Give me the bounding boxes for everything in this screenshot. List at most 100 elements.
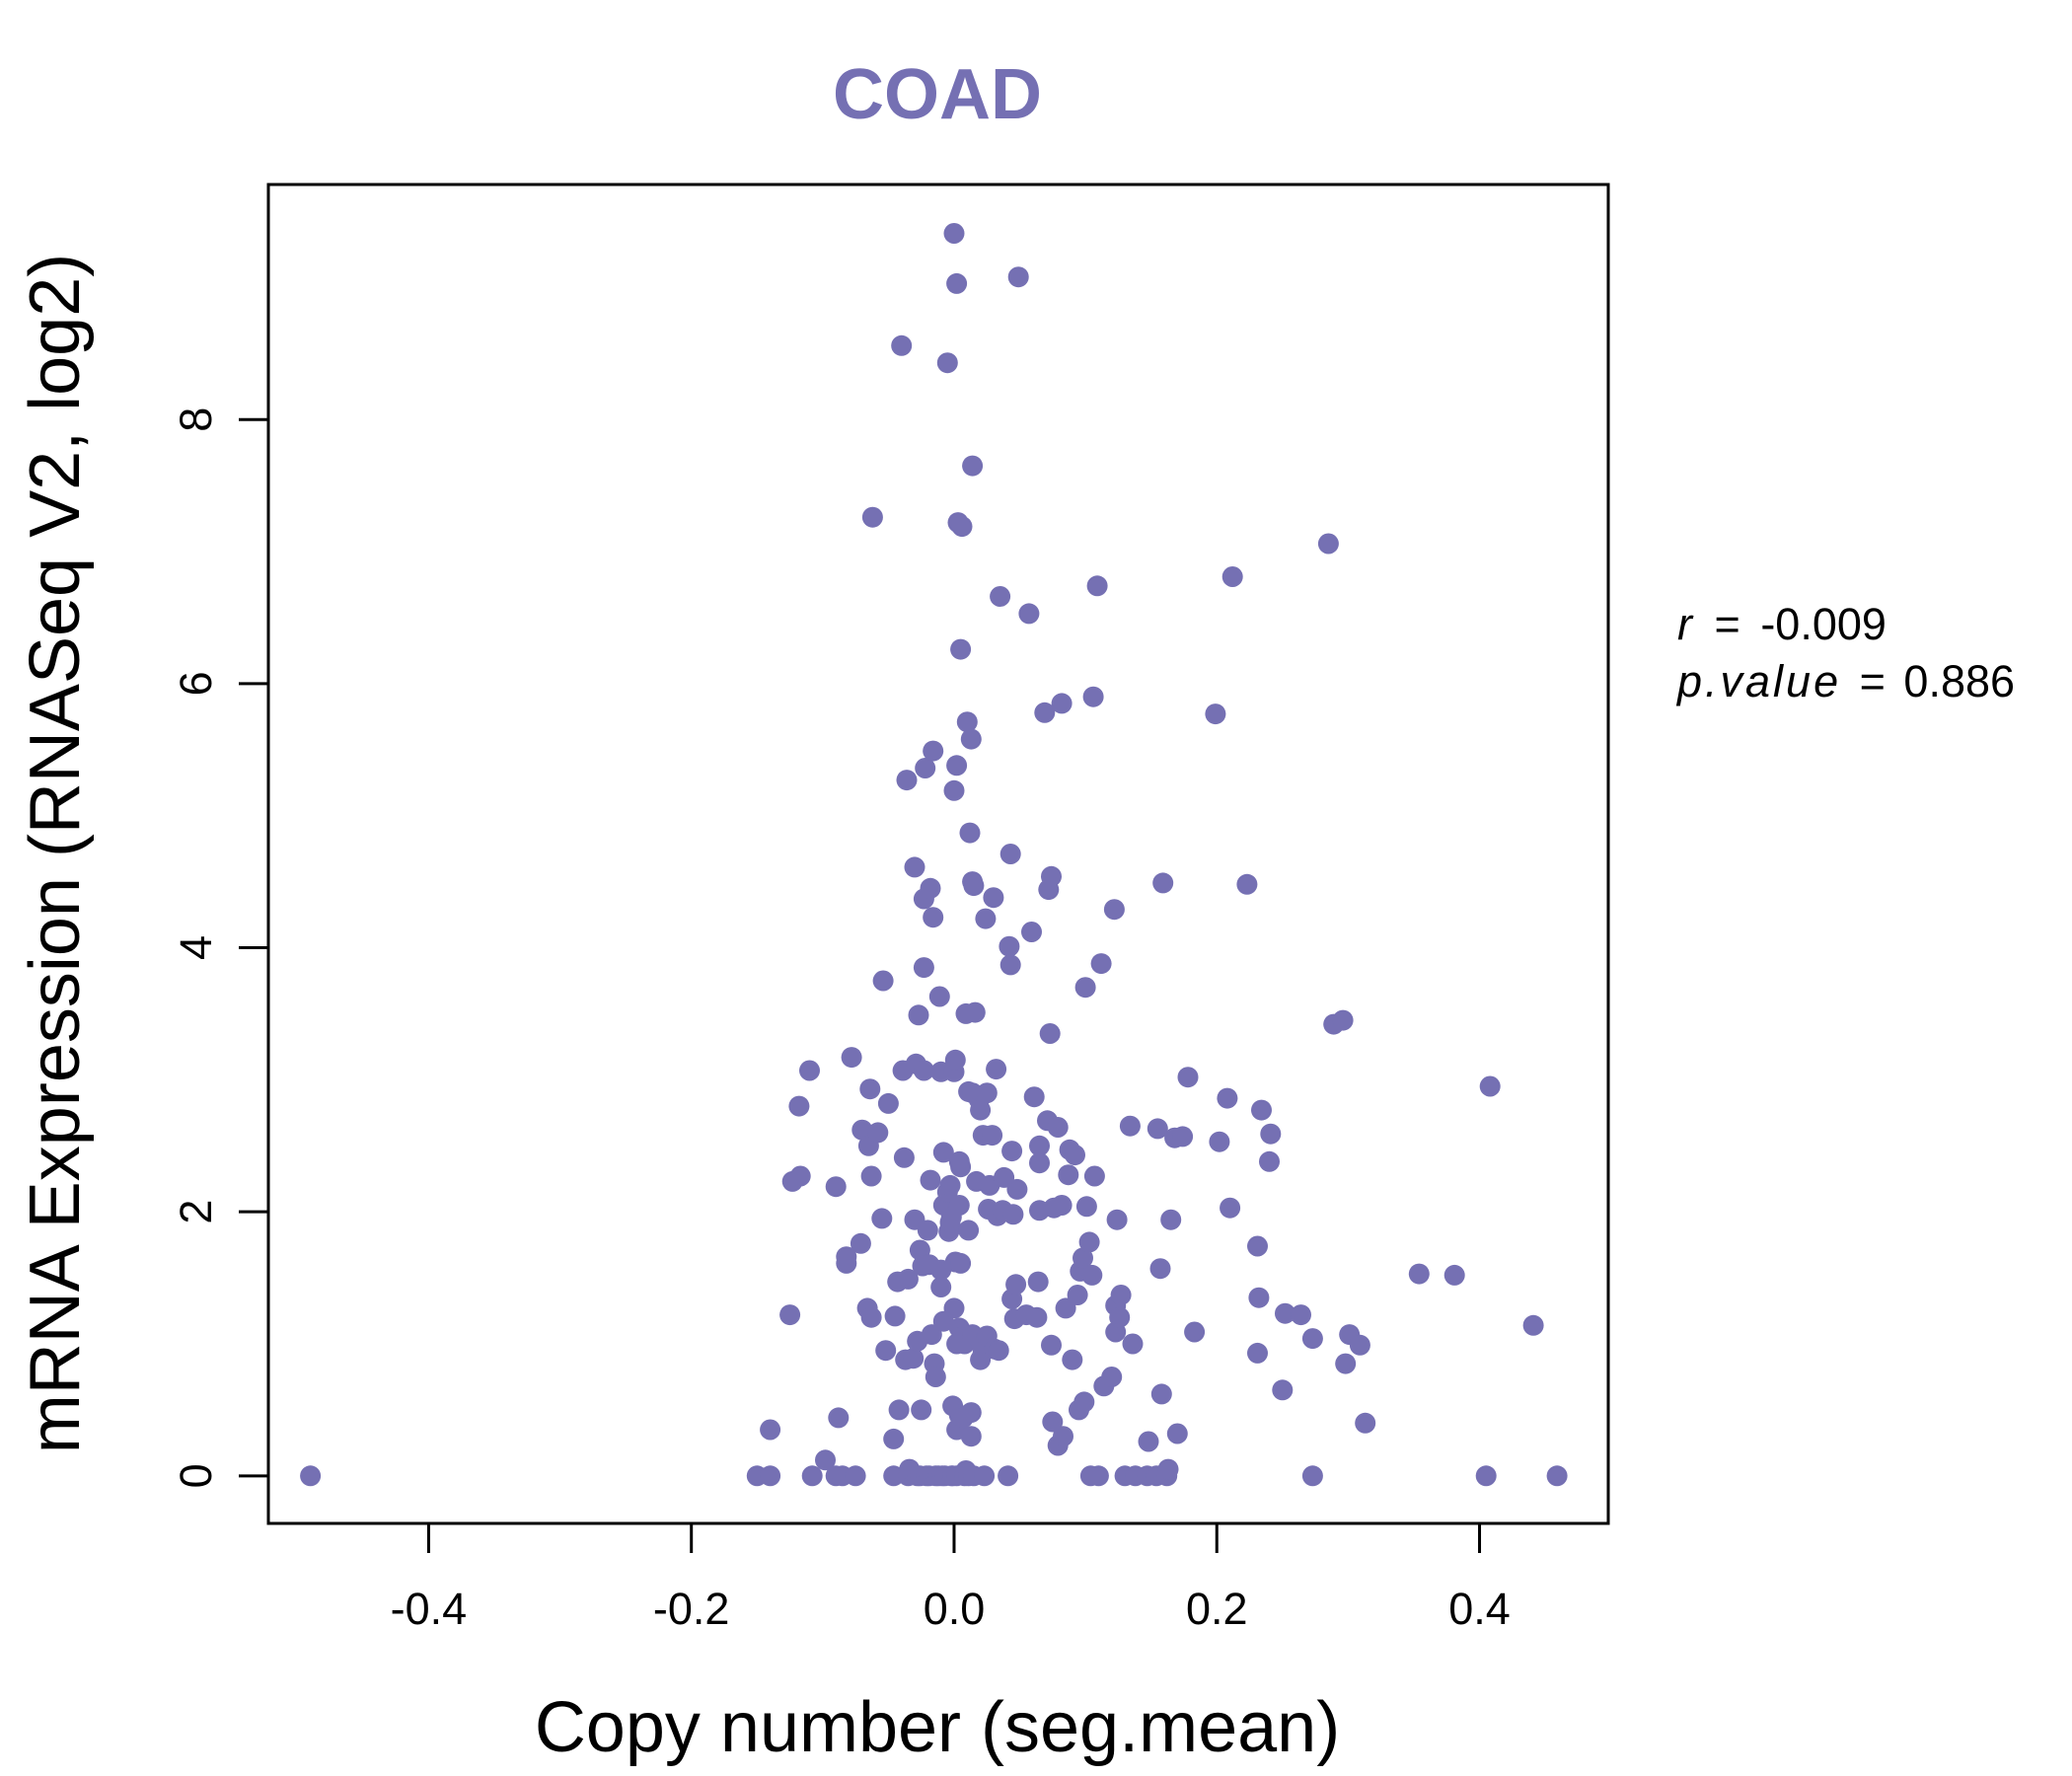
y-axis-label: mRNA Expression (RNASeq V2, log2) [16,254,95,1453]
data-point [911,1399,932,1421]
data-point [1291,1304,1311,1326]
data-point [851,1119,873,1141]
x-axis: -0.4 -0.2 0.0 0.2 0.4 [391,1523,1511,1634]
data-point [983,887,1004,909]
data-point [1106,1209,1128,1230]
data-point [1047,1117,1069,1138]
x-axis-label: Copy number (seg.mean) [535,1688,1340,1767]
data-point [1074,977,1096,999]
data-point [1149,1258,1171,1280]
data-point [836,1246,857,1268]
data-point [1062,1349,1083,1370]
p-equals: = [1860,656,1886,706]
data-point [943,223,965,244]
data-point [904,856,925,878]
data-point [1041,1334,1062,1356]
data-points [300,223,1568,1487]
data-point [999,844,1021,864]
data-point [1479,1075,1501,1097]
data-point [1349,1334,1370,1356]
data-point [1053,1426,1073,1447]
data-point [1086,575,1108,597]
data-point [1027,1271,1049,1293]
data-point [1083,1165,1105,1187]
data-point [1005,1274,1027,1295]
data-point [875,1340,897,1362]
data-point [860,1306,882,1328]
data-point [920,1169,941,1191]
data-point [1122,1333,1144,1355]
data-point [872,970,894,992]
plot-area-frame [266,183,1610,1525]
data-point [859,1078,881,1100]
data-point [994,1166,1015,1188]
data-point [908,1004,929,1026]
data-point [970,1099,992,1121]
data-point [1217,1087,1238,1109]
data-point [913,957,934,979]
data-point [1103,899,1125,921]
data-point [1051,1195,1073,1216]
data-point [871,1208,893,1229]
data-point [920,877,941,899]
r-symbol: r [1677,599,1694,649]
data-point [930,1277,952,1297]
data-point [943,779,965,801]
data-point [1260,1123,1282,1145]
data-point [1184,1321,1206,1343]
data-point [897,1268,919,1290]
data-point [950,1252,972,1274]
data-point [300,1465,322,1487]
p-stat-line: p.value = 0.886 [1675,656,2015,706]
data-point [1150,1383,1172,1405]
data-point [960,1402,982,1424]
data-point [1443,1264,1465,1286]
data-point [1332,1009,1354,1031]
data-point [788,1095,810,1117]
data-point [1087,1465,1109,1487]
p-symbol: p.value [1675,656,1841,706]
data-point [946,272,968,294]
data-point [958,1220,980,1241]
data-point [1251,1099,1272,1121]
data-point [1152,872,1174,894]
data-point [893,1147,915,1168]
data-point [1546,1465,1568,1487]
data-point [1075,1196,1097,1218]
data-point [1034,702,1056,723]
data-point [939,1174,961,1196]
data-point [1147,1118,1168,1140]
stats-annotation: r = -0.009 p.value = 0.886 [1675,599,2015,706]
data-point [976,1082,998,1104]
data-point [1408,1263,1430,1285]
data-point [760,1419,781,1441]
data-point [861,506,883,528]
data-point [1209,1131,1230,1152]
data-point [1007,266,1029,288]
data-point [1177,1067,1199,1088]
data-point [1058,1164,1079,1186]
data-point [960,728,982,750]
data-point [975,908,997,929]
data-point [1090,953,1112,975]
data-point [959,822,981,844]
data-point [915,758,936,778]
chart-title: COAD [833,55,1042,134]
data-point [963,875,985,897]
data-point [877,1092,899,1114]
data-point [936,352,958,374]
data-point [891,334,913,356]
data-point [948,1195,970,1216]
data-point [1205,703,1226,725]
data-point [1335,1353,1357,1374]
data-point [956,711,978,733]
data-point [1073,1247,1093,1269]
data-point [1475,1465,1497,1487]
data-point [815,1449,836,1471]
data-point [1055,1297,1076,1319]
data-point [950,638,972,660]
data-point [1275,1302,1295,1324]
data-point [932,1142,954,1163]
